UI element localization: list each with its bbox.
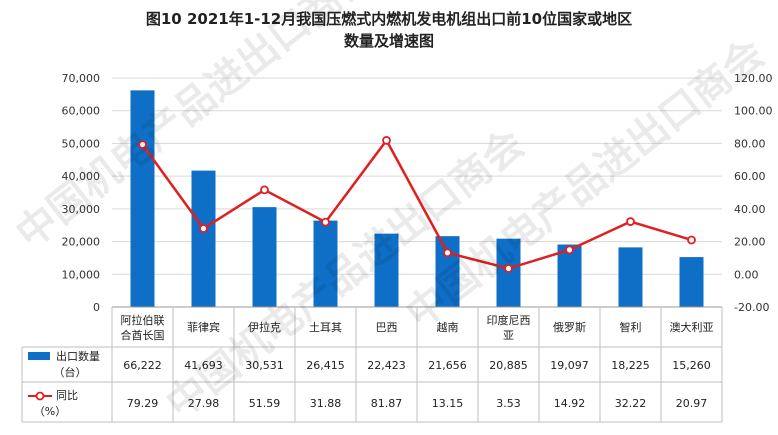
y-right-tick-label: 20.00: [734, 236, 766, 249]
y-left-tick-label: 70,000: [62, 72, 101, 85]
line-point: [626, 217, 635, 226]
category-label: 阿拉伯联: [121, 313, 165, 327]
bar: [557, 244, 582, 307]
legend-line-name: 同比: [56, 389, 78, 402]
line-value-label: 27.98: [188, 397, 220, 410]
legend-bar-key: [28, 352, 50, 360]
line-point: [199, 224, 208, 233]
bar-value-label: 26,415: [306, 359, 345, 372]
bar: [435, 236, 460, 307]
legend-line-marker: [35, 391, 45, 401]
bar-value-label: 20,885: [489, 359, 528, 372]
y-left-tick-label: 30,000: [62, 203, 101, 216]
y-left-tick-label: 50,000: [62, 137, 101, 150]
y-left-tick-label: 0: [93, 301, 100, 314]
bar: [313, 220, 338, 307]
bar-value-label: 66,222: [123, 359, 162, 372]
chart-subtitle: 数量及增速图: [343, 32, 434, 50]
bar-value-label: 22,423: [367, 359, 406, 372]
y-right-tick-label: 120.00: [734, 72, 773, 85]
bar-value-label: 30,531: [245, 359, 284, 372]
bar: [130, 90, 155, 307]
line-value-label: 3.53: [496, 397, 521, 410]
line-point: [565, 245, 574, 255]
bar: [191, 170, 216, 307]
category-label: 越南: [437, 320, 459, 334]
legend-line-unit: （%）: [34, 405, 66, 418]
y-right-tick-label: 100.00: [734, 105, 773, 118]
line-point: [687, 235, 696, 245]
category-label: 菲律宾: [187, 320, 220, 334]
line-value-label: 32.22: [615, 397, 647, 410]
category-label: 土耳其: [309, 321, 342, 334]
line-value-label: 81.87: [371, 397, 403, 410]
y-right-tick-label: 0.00: [734, 268, 759, 281]
line-point: [443, 248, 452, 258]
category-label: 亚: [503, 329, 514, 342]
line-point: [138, 140, 147, 149]
series-line: [141, 138, 692, 270]
line-point: [382, 135, 391, 145]
line-point: [260, 185, 269, 195]
line-value-label: 20.97: [676, 397, 708, 410]
category-label: 伊拉克: [248, 320, 281, 334]
category-label: 澳大利亚: [670, 320, 714, 334]
bar-value-label: 21,656: [428, 359, 467, 372]
bar: [618, 247, 643, 307]
line-point: [504, 264, 513, 273]
line-point: [321, 217, 330, 227]
bar: [679, 257, 704, 307]
line-value-label: 13.15: [432, 397, 464, 410]
y-right-tick-label: 40.00: [734, 203, 766, 216]
y-right-tick-label: 60.00: [734, 170, 766, 183]
y-left-tick-label: 60,000: [62, 105, 101, 118]
y-right-tick-label: 80.00: [734, 137, 766, 150]
bar-value-label: 18,225: [611, 359, 650, 372]
bar-value-label: 19,097: [550, 359, 589, 372]
bar: [252, 207, 277, 307]
bar: [374, 233, 399, 307]
legend-bar-name: 出口数量: [56, 349, 100, 363]
y-right-tick-label: -20.00: [734, 301, 769, 314]
category-label: 巴西: [376, 321, 398, 334]
category-label: 印度尼西: [487, 313, 531, 327]
category-label: 智利: [620, 320, 642, 334]
category-label: 俄罗斯: [553, 321, 586, 334]
y-left-tick-label: 40,000: [62, 170, 101, 183]
legend-bar-unit: （台）: [54, 365, 87, 379]
category-label: 合酋长国: [121, 328, 165, 342]
chart-title: 图10 2021年1-12月我国压燃式内燃机发电机组出口前10位国家或地区: [145, 10, 633, 28]
line-value-label: 51.59: [249, 397, 281, 410]
line-value-label: 31.88: [310, 397, 342, 410]
bar-value-label: 15,260: [672, 359, 711, 372]
line-value-label: 79.29: [127, 397, 159, 410]
line-value-label: 14.92: [554, 397, 586, 410]
y-left-tick-label: 20,000: [62, 236, 101, 249]
bar-value-label: 41,693: [184, 359, 223, 372]
y-left-tick-label: 10,000: [62, 268, 101, 281]
